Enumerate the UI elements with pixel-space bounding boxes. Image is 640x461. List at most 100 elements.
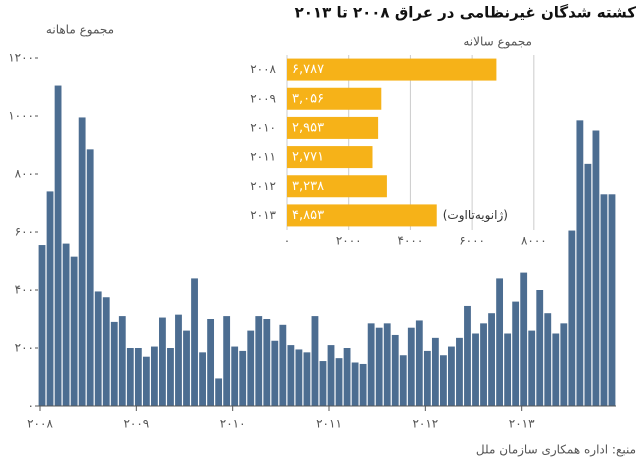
x-tick-label: ۴۰۰۰ bbox=[398, 234, 424, 248]
bar bbox=[38, 245, 46, 406]
bar bbox=[568, 230, 576, 406]
bar bbox=[215, 378, 223, 406]
y-axis-label: مجموع ماهانه bbox=[46, 23, 114, 38]
bar bbox=[311, 316, 319, 406]
bar bbox=[46, 191, 54, 406]
x-tick-label: ۸۰۰۰ bbox=[521, 234, 547, 248]
bar bbox=[239, 350, 247, 406]
x-tick-label: ۲۰۰۰ bbox=[336, 234, 362, 248]
bar bbox=[399, 355, 407, 406]
bar bbox=[391, 334, 399, 406]
bar bbox=[431, 337, 439, 406]
bar bbox=[110, 321, 118, 406]
y-tick-label: ۶۰۰ bbox=[15, 225, 34, 239]
bar bbox=[520, 272, 528, 406]
bar bbox=[335, 358, 343, 406]
source: منبع: اداره همکاری سازمان ملل bbox=[476, 443, 636, 458]
bar bbox=[126, 348, 134, 406]
bar bbox=[456, 337, 463, 406]
bar bbox=[576, 120, 584, 406]
x-tick-label: ۲۰۱۰ bbox=[220, 417, 246, 431]
bar bbox=[207, 319, 215, 406]
y-tick-label: ۱۲۰۰ bbox=[8, 51, 34, 65]
x-tick-label: ۰ bbox=[284, 234, 290, 248]
bar bbox=[263, 319, 271, 406]
bar bbox=[600, 194, 608, 406]
bar bbox=[504, 333, 512, 406]
bar bbox=[255, 316, 263, 406]
bar bbox=[415, 320, 423, 406]
bar bbox=[150, 346, 158, 406]
bar bbox=[78, 117, 86, 406]
value-label: ۳,۲۳۸ bbox=[292, 179, 324, 194]
x-tick-label: ۲۰۰۹ bbox=[123, 417, 149, 431]
bar bbox=[423, 350, 431, 406]
bar bbox=[167, 348, 174, 406]
bar bbox=[199, 352, 206, 406]
bar bbox=[448, 346, 455, 406]
value-label: ۶,۷۸۷ bbox=[292, 62, 324, 77]
bar bbox=[287, 175, 387, 198]
bar bbox=[584, 163, 592, 406]
bar bbox=[287, 116, 379, 139]
bar bbox=[287, 345, 295, 406]
bar bbox=[102, 297, 110, 406]
bar bbox=[536, 290, 544, 406]
bar bbox=[86, 149, 94, 406]
x-tick-label: ۲۰۱۳ bbox=[509, 417, 535, 431]
value-label: ۲,۹۵۳ bbox=[292, 120, 324, 135]
bar bbox=[552, 333, 560, 406]
bar bbox=[54, 85, 62, 407]
x-tick-label: ۲۰۰۸ bbox=[27, 417, 53, 431]
inset-title: مجموع سالانه bbox=[463, 35, 532, 50]
value-label: ۲,۷۷۱ bbox=[292, 150, 324, 165]
bar bbox=[70, 256, 78, 406]
bar bbox=[94, 291, 102, 406]
category-label: ۲۰۱۰ bbox=[250, 120, 276, 134]
y-tick-label: ۸۰۰ bbox=[15, 167, 34, 181]
y-tick-label: ۱۰۰۰ bbox=[8, 109, 34, 123]
x-tick-label: ۲۰۱۱ bbox=[316, 417, 342, 431]
bar bbox=[303, 352, 311, 406]
bar bbox=[287, 58, 497, 81]
x-tick-label: ۶۰۰۰ bbox=[459, 234, 485, 248]
bar bbox=[375, 327, 383, 406]
bar bbox=[544, 313, 552, 406]
category-label: ۲۰۱۱ bbox=[250, 150, 276, 164]
bar bbox=[118, 316, 126, 406]
bar bbox=[488, 313, 495, 406]
bar bbox=[295, 349, 303, 406]
bar bbox=[528, 330, 536, 406]
bar bbox=[351, 362, 359, 406]
bar bbox=[231, 346, 239, 406]
bar bbox=[592, 130, 600, 406]
bar bbox=[287, 87, 382, 110]
bar bbox=[159, 317, 166, 406]
bar bbox=[464, 305, 471, 406]
bar bbox=[287, 146, 373, 169]
bar bbox=[512, 301, 520, 406]
bar bbox=[343, 348, 351, 406]
bar bbox=[439, 355, 447, 406]
bar bbox=[279, 324, 287, 406]
category-label: ۲۰۱۳ bbox=[250, 208, 276, 222]
bar bbox=[496, 278, 504, 406]
bar bbox=[175, 314, 182, 406]
bar bbox=[134, 348, 142, 406]
value-label: ۳,۰۵۶ bbox=[292, 91, 324, 106]
y-tick-label: ۲۰۰ bbox=[15, 341, 34, 355]
bar bbox=[472, 333, 479, 406]
bar bbox=[319, 361, 327, 406]
bar bbox=[480, 323, 487, 406]
bar bbox=[407, 327, 415, 406]
bar bbox=[142, 356, 150, 406]
annotation: (ژانویه‌تا‌اوت) bbox=[443, 208, 508, 223]
bar bbox=[191, 278, 198, 406]
bar bbox=[271, 340, 279, 406]
category-label: ۲۰۰۹ bbox=[250, 91, 276, 105]
category-label: ۲۰۱۲ bbox=[250, 179, 276, 193]
bar bbox=[223, 316, 231, 406]
y-tick-label: ۰ bbox=[28, 399, 34, 413]
bar bbox=[287, 204, 437, 227]
